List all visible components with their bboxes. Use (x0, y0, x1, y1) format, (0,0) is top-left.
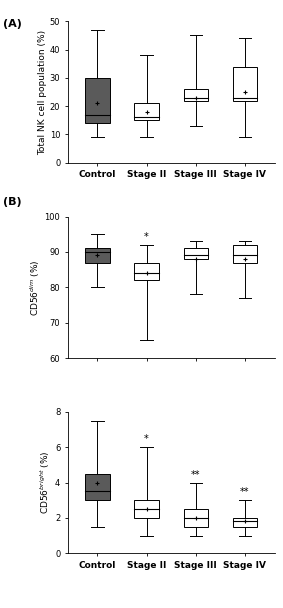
Bar (183, 249, 208, 259)
Text: *: * (144, 434, 149, 444)
Bar (183, 89, 208, 100)
Bar (85, 249, 110, 263)
Bar (233, 245, 257, 263)
Bar (134, 500, 159, 518)
Text: (A): (A) (3, 19, 22, 29)
Y-axis label: CD56$^{bright}$ (%): CD56$^{bright}$ (%) (39, 451, 52, 514)
Bar (233, 518, 257, 527)
Y-axis label: Total NK cell population (%): Total NK cell population (%) (38, 29, 47, 154)
Text: **: ** (240, 488, 250, 497)
Y-axis label: CD56$^{dim}$ (%): CD56$^{dim}$ (%) (28, 259, 42, 316)
Text: **: ** (191, 470, 201, 480)
Text: *: * (144, 232, 149, 242)
Bar (233, 66, 257, 100)
Text: (B): (B) (3, 198, 22, 207)
Bar (183, 509, 208, 527)
Bar (134, 263, 159, 280)
Bar (85, 474, 110, 500)
Bar (85, 78, 110, 123)
Bar (134, 103, 159, 120)
